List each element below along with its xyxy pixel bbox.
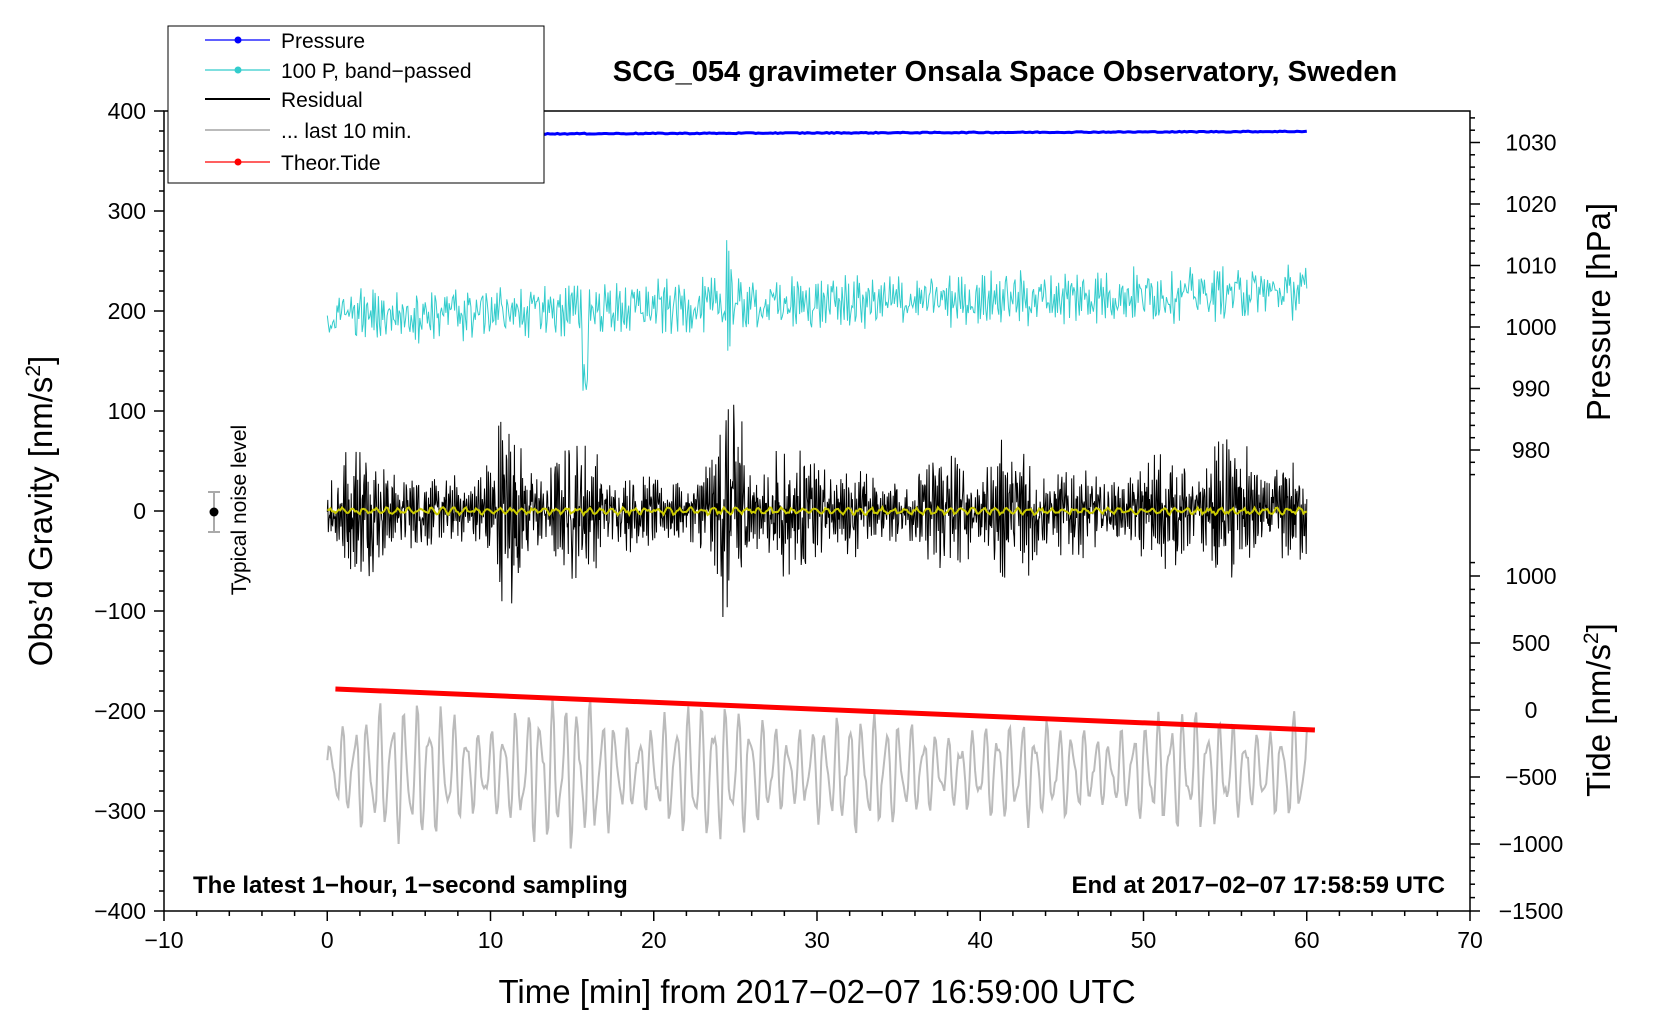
y-axis-label-close: ] bbox=[22, 356, 59, 365]
pressure-tick-label: 1000 bbox=[1505, 314, 1556, 340]
legend-entry-pressure: Pressure bbox=[205, 30, 365, 53]
tide-tick-label: −1500 bbox=[1499, 898, 1564, 924]
series-residual bbox=[326, 404, 1308, 618]
legend-box bbox=[167, 25, 545, 184]
x-tick-label: 60 bbox=[1294, 927, 1320, 953]
y-tick-label: −100 bbox=[94, 598, 146, 624]
tide-axis-label-main: Tide [nm/s bbox=[1580, 644, 1617, 797]
y-tick-label: −300 bbox=[94, 798, 146, 824]
series-theoretical-tide bbox=[335, 686, 1316, 733]
legend-label-last10: ... last 10 min. bbox=[281, 120, 412, 143]
tide-tick-label: 500 bbox=[1512, 630, 1550, 656]
x-tick-label: 10 bbox=[478, 927, 504, 953]
chart-title: SCG_054 gravimeter Onsala Space Observat… bbox=[613, 56, 1397, 88]
pressure-tick-label: 1010 bbox=[1505, 253, 1556, 279]
y-tick-label: −200 bbox=[94, 698, 146, 724]
pressure-tick-label: 990 bbox=[1512, 376, 1550, 402]
x-tick-label: 50 bbox=[1131, 927, 1157, 953]
tick-layer: −10 0 10 20 30 40 50 60 70−400−300−200−100010020… bbox=[94, 98, 1563, 953]
y-tick-label: 300 bbox=[108, 198, 146, 224]
x-tick-label: 0 bbox=[321, 927, 334, 953]
x-tick-label: 40 bbox=[967, 927, 993, 953]
series-last-10-min bbox=[326, 696, 1308, 849]
legend-entry-tide: Theor.Tide bbox=[205, 152, 381, 175]
y-axis-label: Obs’d Gravity [nm/s2] bbox=[22, 356, 59, 667]
pressure-tick-label: 1020 bbox=[1505, 191, 1556, 217]
noise-level-point bbox=[209, 507, 219, 517]
y-axis-label-sup: 2 bbox=[22, 365, 45, 377]
x-tick-label: −10 bbox=[144, 927, 183, 953]
tide-tick-label: −1000 bbox=[1499, 831, 1564, 857]
x-tick-label: 70 bbox=[1457, 927, 1483, 953]
pressure-tick-label: 980 bbox=[1512, 437, 1550, 463]
legend-marker-pressure bbox=[234, 36, 242, 44]
tide-axis-label-close: ] bbox=[1580, 623, 1617, 632]
x-tick-label: 20 bbox=[641, 927, 667, 953]
legend-label-residual: Residual bbox=[281, 89, 363, 112]
y-tick-label: −400 bbox=[94, 898, 146, 924]
x-tick-label: 30 bbox=[804, 927, 830, 953]
legend-entry-residual: Residual bbox=[205, 89, 363, 112]
series-layer bbox=[326, 129, 1316, 849]
pressure-tick-label: 1030 bbox=[1505, 130, 1556, 156]
legend-entry-bandpassed: 100 P, band−passed bbox=[205, 60, 472, 83]
legend-marker-bandpassed bbox=[234, 66, 242, 74]
y-tick-label: 0 bbox=[133, 498, 146, 524]
tide-axis-label: Tide [nm/s2] bbox=[1580, 623, 1617, 797]
tide-tick-label: −500 bbox=[1505, 764, 1557, 790]
legend-entry-last10: ... last 10 min. bbox=[205, 120, 412, 143]
noise-level-label: Typical noise level bbox=[228, 425, 251, 595]
y-tick-label: 200 bbox=[108, 298, 146, 324]
annotation-sampling: The latest 1−hour, 1−second sampling bbox=[193, 872, 628, 899]
legend-label-tide: Theor.Tide bbox=[281, 152, 381, 175]
y-axis-label-main: Obs’d Gravity [nm/s bbox=[22, 377, 59, 667]
tide-tick-label: 0 bbox=[1525, 697, 1538, 723]
tide-axis-label-sup: 2 bbox=[1580, 632, 1603, 644]
x-axis-label: Time [min] from 2017−02−07 16:59:00 UTC bbox=[498, 973, 1135, 1010]
y-tick-label: 400 bbox=[108, 98, 146, 124]
legend-label-pressure: Pressure bbox=[281, 30, 365, 53]
legend-label-bandpassed: 100 P, band−passed bbox=[281, 60, 472, 83]
legend: Pressure 100 P, band−passed Residual ...… bbox=[167, 25, 545, 184]
annotation-end-time: End at 2017−02−07 17:58:59 UTC bbox=[1071, 872, 1445, 899]
series-bandpassed-pressure bbox=[326, 240, 1308, 391]
y-tick-label: 100 bbox=[108, 398, 146, 424]
noise-level-marker: Typical noise level bbox=[208, 425, 251, 595]
series-filtered-residual bbox=[327, 504, 1308, 517]
pressure-axis-label: Pressure [hPa] bbox=[1580, 203, 1617, 421]
tide-tick-label: 1000 bbox=[1505, 563, 1556, 589]
legend-marker-tide bbox=[234, 158, 242, 166]
